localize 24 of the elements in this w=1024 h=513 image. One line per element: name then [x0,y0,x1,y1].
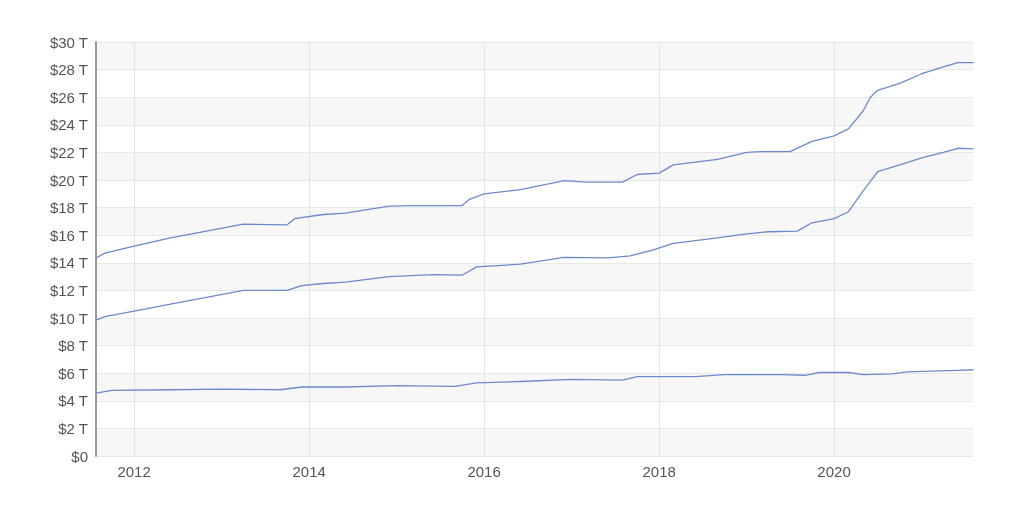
y-tick-label: $6 T [58,364,88,382]
x-tick-label: 2020 [817,463,851,480]
y-tick-label: $14 T [49,254,88,272]
y-tick-label: $30 T [49,33,88,51]
y-tick-label: $8 T [58,337,88,355]
line-series [95,369,974,394]
y-tick-label: $4 T [58,392,88,410]
y-tick-label: $24 T [49,116,88,134]
x-tick-label: 2016 [467,463,501,480]
y-tick-label: $28 T [49,61,88,79]
y-tick-label: $26 T [49,88,88,106]
x-tick-label: 2014 [292,463,326,480]
y-tick-label: $12 T [49,281,88,299]
y-tick-label: $18 T [49,199,88,217]
y-tick-label: $22 T [49,143,88,161]
y-tick-label: $2 T [58,419,88,437]
y-tick-label: $0 [71,447,88,465]
y-tick-label: $20 T [49,171,88,189]
x-tick-label: 2018 [642,463,676,480]
y-tick-label: $16 T [49,226,88,244]
y-tick-label: $10 T [49,309,88,327]
line-series [95,147,974,321]
x-tick-label: 2012 [117,463,151,480]
line-series [95,62,974,259]
